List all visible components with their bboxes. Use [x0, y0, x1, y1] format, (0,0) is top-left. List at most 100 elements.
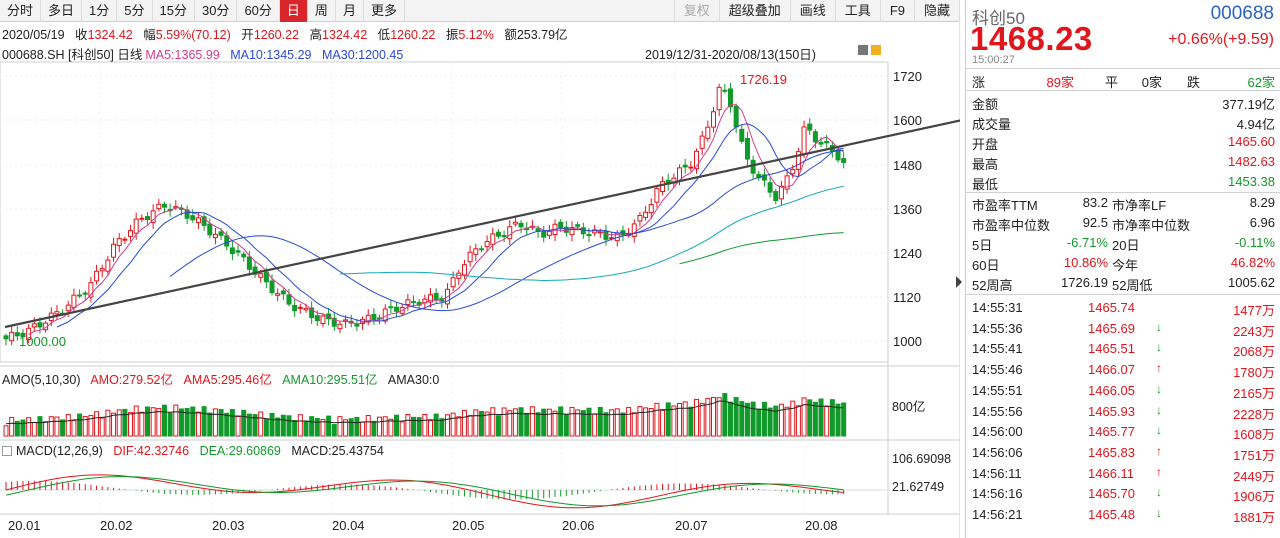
amo-bar: [603, 412, 609, 437]
amo-bar: [178, 408, 184, 437]
tick-price: 1465.69: [1088, 320, 1135, 336]
returns-row-2: 60日 10.86% 今年 46.82%: [966, 253, 1280, 273]
toolbar-button-l9[interactable]: 月: [336, 0, 364, 22]
toolbar-button-l3[interactable]: 5分: [117, 0, 153, 22]
macd-axis-top: 106.69098: [892, 452, 952, 466]
amo-bar: [478, 410, 484, 437]
stat-value: 1453.38: [1228, 174, 1275, 189]
tick-row: 14:56:11 1466.11 ↑ 2449万: [966, 463, 1280, 484]
tick-row: 14:55:41 1465.51 ↓ 2068万: [966, 338, 1280, 359]
tick-volume: 1477万: [1233, 303, 1275, 318]
amo-bar: [54, 416, 60, 437]
amo-bar: [716, 397, 722, 437]
toolbar-button-l6[interactable]: 60分: [237, 0, 280, 22]
price-tick-label: 1120: [893, 290, 921, 305]
amo-bar: [292, 419, 298, 437]
candle-body: [156, 203, 162, 210]
amo-bar: [461, 410, 467, 437]
amo-bar: [354, 416, 360, 437]
amo-bar: [88, 414, 94, 437]
lock-icon[interactable]: [871, 45, 881, 55]
candle-body: [682, 164, 688, 168]
amo-bar: [428, 420, 433, 437]
d60-value: 10.86%: [1063, 255, 1108, 270]
toolbar-button-r0[interactable]: 复权: [675, 0, 720, 22]
candle-body: [784, 175, 790, 190]
stat-label: 最低: [972, 177, 999, 192]
candle-body: [512, 221, 518, 225]
amo-bar: [648, 407, 654, 437]
stat-value: 1482.63: [1228, 154, 1275, 169]
toolbar-button-r1[interactable]: 超级叠加: [720, 0, 791, 22]
candle-body: [778, 185, 784, 200]
candle-body: [82, 292, 88, 295]
candle-body: [190, 215, 196, 221]
amo-bar: [269, 412, 275, 437]
candle-body: [450, 277, 456, 288]
amo-bar: [229, 409, 235, 437]
amo-bar: [456, 416, 462, 437]
toolbar-button-r3[interactable]: 工具: [836, 0, 881, 22]
toolbar-button-l0[interactable]: 分时: [0, 0, 42, 22]
quote-panel: 科创50 000688 1468.23 +0.66%(+9.59) 15:00:…: [965, 0, 1280, 538]
candle-body: [461, 264, 467, 276]
trend-line[interactable]: [4, 60, 960, 329]
amo-bar: [705, 397, 711, 437]
candle-body: [111, 243, 117, 258]
candle-body: [297, 306, 303, 309]
stat-row: 最低 1453.38: [966, 172, 1280, 192]
kline-chart[interactable]: [0, 0, 960, 538]
toolbar-button-r2[interactable]: 画线: [791, 0, 836, 22]
toolbar-button-l4[interactable]: 15分: [153, 0, 195, 22]
price-tick-label: 1480: [893, 158, 922, 173]
tick-time: 14:55:36: [972, 320, 1023, 336]
toolbar-button-l10[interactable]: 更多: [364, 0, 405, 22]
tick-row: 14:55:56 1465.93 ↓ 2228万: [966, 401, 1280, 422]
pe-mid-row: 市盈率中位数 92.5 市净率中位数 6.96: [966, 213, 1280, 233]
amo-bar: [665, 402, 671, 437]
amo-bar: [184, 407, 190, 437]
stat-value: 377.19亿: [1222, 97, 1275, 112]
stat-value: 4.94亿: [1236, 117, 1275, 132]
tick-time: 14:55:31: [972, 300, 1023, 315]
toolbar-button-r5[interactable]: 隐藏: [915, 0, 960, 22]
tick-volume: 1751万: [1233, 447, 1275, 463]
amo-bar: [744, 402, 750, 437]
toolbar-button-l7[interactable]: 日: [279, 0, 308, 22]
toolbar-button-r4[interactable]: F9: [881, 0, 915, 22]
range-label: 幅: [143, 28, 156, 42]
toolbar-button-l2[interactable]: 1分: [82, 0, 118, 22]
amo-bar: [371, 420, 377, 437]
amo-bar: [235, 415, 241, 437]
candle-body: [275, 293, 281, 296]
candle-body: [77, 294, 83, 297]
close-label: 收: [75, 28, 88, 42]
amo-bar: [263, 418, 269, 437]
candle-body: [501, 235, 507, 238]
amo-bar: [411, 416, 417, 437]
d60-label: 60日: [972, 258, 1000, 273]
tick-volume: 1780万: [1233, 365, 1275, 381]
arrow-up-icon: ↑: [1156, 361, 1162, 376]
amo-bar: [546, 408, 552, 437]
indicator-menu-icon[interactable]: [2, 446, 12, 456]
index-name: 科创50: [972, 9, 1025, 28]
amo-bar: [609, 409, 615, 437]
toolbar-button-l5[interactable]: 30分: [195, 0, 238, 22]
candle-body: [139, 217, 145, 220]
candle-body: [201, 216, 207, 226]
amo-bar: [671, 405, 677, 437]
toolbar-button-l1[interactable]: 多日: [41, 0, 83, 22]
amo-bar: [524, 412, 530, 437]
candle-body: [739, 128, 745, 142]
amo-bar: [761, 401, 767, 437]
stat-label: 金额: [972, 97, 999, 112]
amo-bar: [365, 414, 371, 437]
price-pane[interactable]: [0, 61, 889, 363]
toolbar-button-l8[interactable]: 周: [308, 0, 336, 22]
range-toggle-icon[interactable]: [858, 45, 868, 55]
tick-volume: 2068万: [1233, 344, 1275, 360]
panel-collapse-icon[interactable]: [956, 276, 962, 288]
amo-bar: [26, 417, 32, 437]
tick-volume: 1608万: [1233, 427, 1275, 443]
